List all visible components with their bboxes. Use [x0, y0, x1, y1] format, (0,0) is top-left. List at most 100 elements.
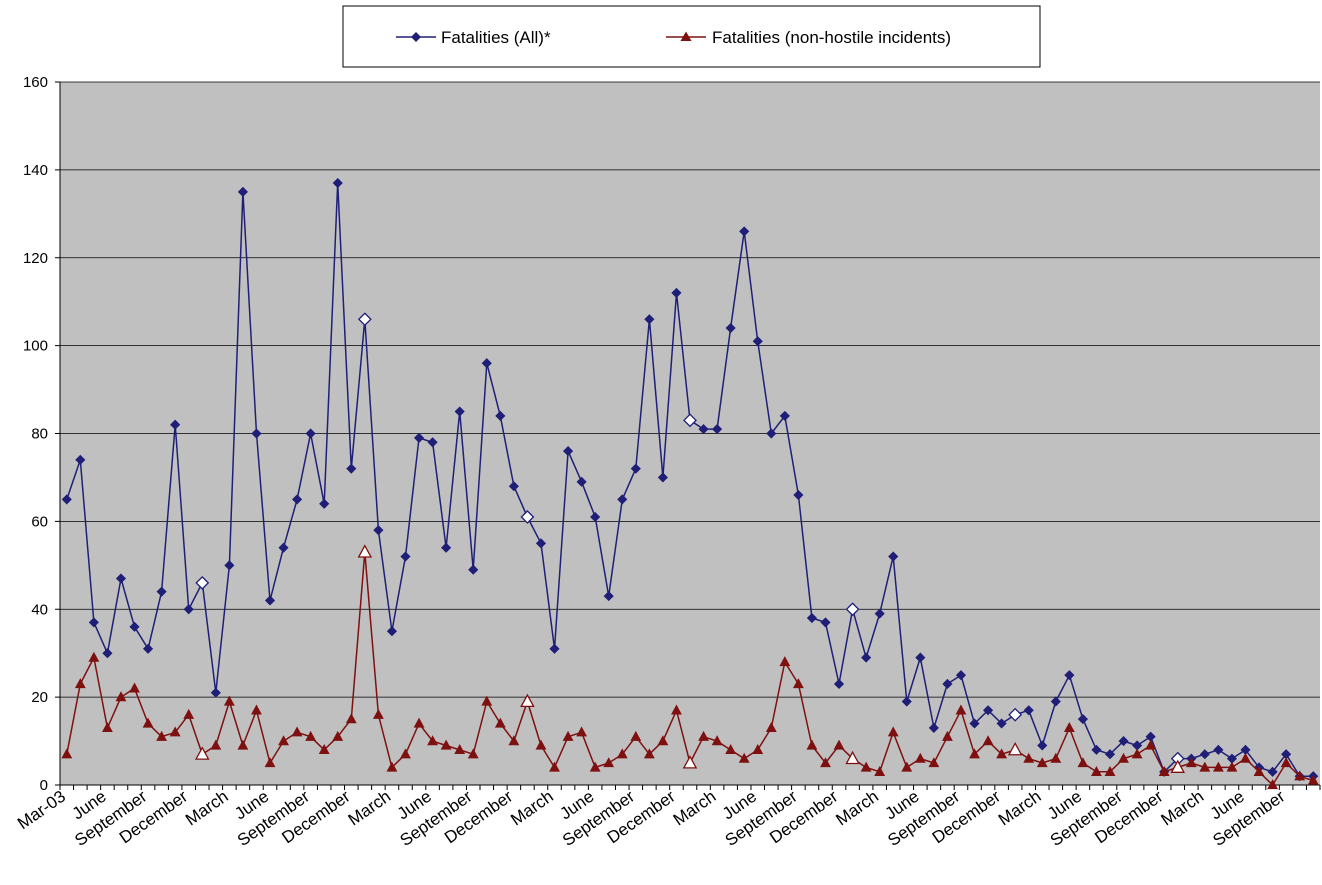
data-point-nonhostile — [386, 761, 398, 772]
data-point-all — [996, 718, 1007, 729]
data-point-all — [535, 538, 547, 549]
legend-label-all: Fatalities (All)* — [441, 28, 551, 47]
data-point-nonhostile — [169, 726, 181, 737]
data-point-all — [752, 336, 763, 347]
data-point-all — [400, 551, 411, 562]
data-point-all — [237, 186, 248, 197]
data-point-all — [698, 424, 709, 435]
data-point-all — [251, 428, 262, 439]
data-point-nonhostile — [1077, 757, 1089, 768]
data-point-all — [982, 705, 994, 716]
data-point-nonhostile — [682, 755, 698, 769]
data-point-all — [806, 612, 818, 624]
y-tick-label: 100 — [23, 338, 48, 355]
data-point-all — [520, 510, 535, 524]
data-point-nonhostile — [982, 735, 994, 746]
data-point-all — [955, 670, 967, 681]
data-point-nonhostile — [996, 748, 1008, 759]
data-point-all — [468, 564, 479, 575]
y-tick-label: 20 — [31, 689, 48, 706]
x-tick-label: March — [345, 787, 395, 830]
data-point-nonhostile — [1131, 748, 1143, 759]
data-point-nonhostile — [914, 752, 926, 763]
data-point-nonhostile — [1267, 779, 1279, 790]
data-point-nonhostile — [1050, 752, 1062, 763]
data-point-nonhostile — [400, 748, 411, 759]
data-point-nonhostile — [765, 722, 777, 733]
data-point-nonhostile — [1145, 739, 1157, 750]
data-point-all — [278, 542, 289, 553]
y-tick-label: 80 — [31, 426, 48, 443]
data-point-all — [942, 678, 953, 690]
x-tick-label: March — [832, 787, 882, 830]
data-point-nonhostile — [481, 695, 493, 706]
data-point-nonhostile — [1063, 722, 1075, 733]
data-point-nonhostile — [332, 730, 344, 741]
data-point-all — [386, 626, 398, 637]
data-point-nonhostile — [576, 726, 588, 737]
data-point-nonhostile — [1185, 757, 1197, 768]
data-point-all — [644, 314, 655, 325]
legend-label-nonhostile: Fatalities (non-hostile incidents) — [712, 28, 951, 47]
data-point-all — [427, 437, 438, 448]
data-point-all — [779, 410, 790, 421]
data-point-all — [725, 322, 736, 334]
data-point-nonhostile — [1036, 757, 1048, 768]
data-point-nonhostile — [74, 678, 86, 689]
data-point-nonhostile — [1307, 774, 1319, 785]
data-point-all — [346, 463, 357, 474]
data-point-nonhostile — [928, 757, 940, 768]
data-point-nonhostile — [562, 730, 574, 741]
data-point-nonhostile — [657, 735, 669, 746]
data-point-nonhostile — [1199, 761, 1211, 772]
series-layer — [61, 177, 1319, 790]
data-point-all — [481, 358, 492, 369]
data-point-all — [129, 621, 140, 632]
data-point-all — [888, 551, 899, 562]
data-point-nonhostile — [820, 757, 831, 768]
data-point-all — [683, 413, 697, 428]
data-point-nonhostile — [671, 704, 682, 715]
data-point-nonhostile — [725, 744, 737, 754]
data-point-all — [195, 575, 210, 590]
data-point-nonhostile — [237, 739, 249, 750]
data-point-nonhostile — [1007, 741, 1023, 756]
data-point-all — [915, 652, 926, 663]
data-point-nonhostile — [969, 748, 980, 759]
data-point-nonhostile — [1023, 752, 1035, 763]
data-point-all — [224, 560, 235, 571]
data-point-all — [874, 608, 885, 619]
data-point-all — [969, 718, 980, 729]
data-point-all — [1199, 749, 1210, 760]
data-point-all — [305, 428, 316, 439]
data-point-all — [1037, 740, 1048, 751]
data-point-all — [630, 463, 641, 474]
data-point-nonhostile — [792, 678, 804, 689]
x-tick-label: March — [507, 787, 557, 830]
data-point-nonhostile — [115, 691, 127, 702]
data-point-nonhostile — [357, 544, 373, 558]
data-point-all — [617, 494, 628, 505]
data-point-all — [210, 687, 221, 698]
data-point-all — [413, 432, 425, 443]
data-point-all — [332, 177, 343, 189]
data-point-nonhostile — [1170, 759, 1186, 773]
data-point-all — [156, 586, 167, 597]
data-point-all — [562, 446, 574, 457]
data-point-all — [590, 511, 601, 523]
y-tick-label: 0 — [40, 777, 48, 794]
data-point-all — [441, 542, 452, 553]
data-point-nonhostile — [955, 704, 967, 715]
data-point-all — [1118, 735, 1129, 747]
data-point-all — [1023, 705, 1034, 716]
data-point-all — [1064, 670, 1075, 681]
data-point-all — [1077, 714, 1088, 725]
data-point-nonhostile — [1226, 761, 1238, 772]
data-point-all — [1213, 744, 1224, 755]
data-point-all — [712, 424, 723, 435]
data-point-nonhostile — [318, 744, 330, 754]
data-point-nonhostile — [535, 739, 547, 750]
data-point-all — [61, 494, 72, 505]
data-point-all — [901, 696, 912, 707]
data-point-all — [1091, 744, 1102, 755]
